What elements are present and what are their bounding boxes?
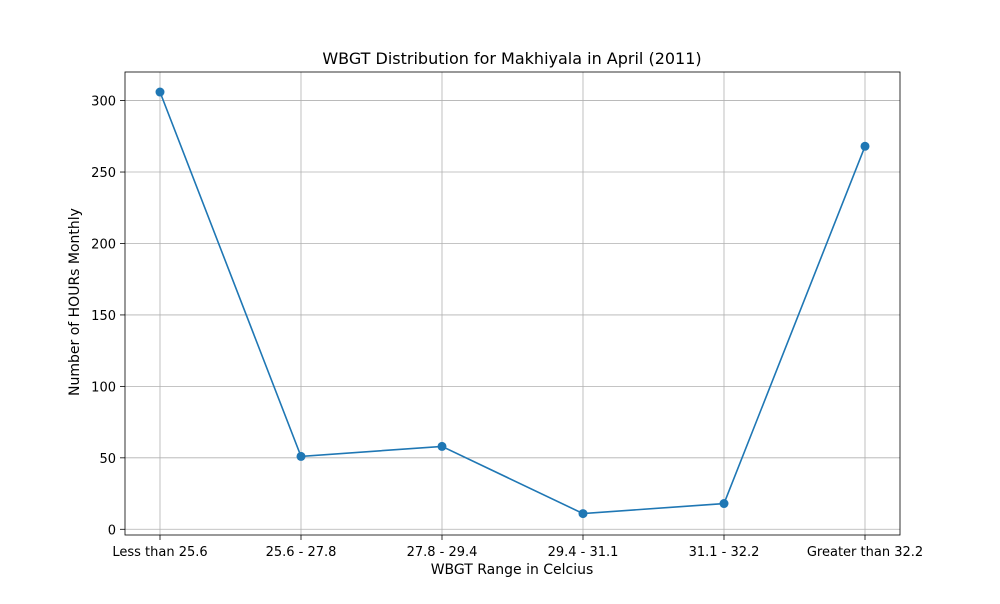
plot-frame — [124, 71, 901, 536]
data-point-marker — [860, 141, 870, 151]
y-tick-label: 0 — [108, 523, 116, 538]
chart-title: WBGT Distribution for Makhiyala in April… — [322, 49, 701, 68]
data-point-marker — [437, 441, 447, 451]
y-tick-label: 150 — [91, 309, 116, 324]
x-tick-label: 31.1 - 32.2 — [689, 545, 760, 560]
y-tick-label: 250 — [91, 166, 116, 181]
y-tick-label: 50 — [99, 452, 116, 467]
data-point-marker — [578, 509, 588, 519]
axes: Less than 25.6 25.6 - 27.8 27.8 - 29.4 29.4… — [91, 71, 923, 560]
x-tick-label: Greater than 32.2 — [807, 545, 923, 560]
series-line — [159, 91, 866, 515]
y-tick-label: 200 — [91, 237, 116, 252]
y-tick-label: 300 — [91, 95, 116, 110]
x-tick-label: Less than 25.6 — [112, 545, 207, 560]
data-point-marker — [296, 451, 306, 461]
data-point-marker — [719, 499, 729, 509]
x-tick-label: 25.6 - 27.8 — [266, 545, 337, 560]
data-point-marker — [155, 87, 165, 97]
x-tick-label: 29.4 - 31.1 — [548, 545, 619, 560]
series-layer — [155, 87, 870, 519]
y-axis-label: Number of HOURs Monthly — [67, 208, 83, 396]
x-tick-label: 27.8 - 29.4 — [407, 545, 478, 560]
y-tick-label: 100 — [91, 380, 116, 395]
x-axis-label: WBGT Range in Celcius — [431, 562, 594, 578]
